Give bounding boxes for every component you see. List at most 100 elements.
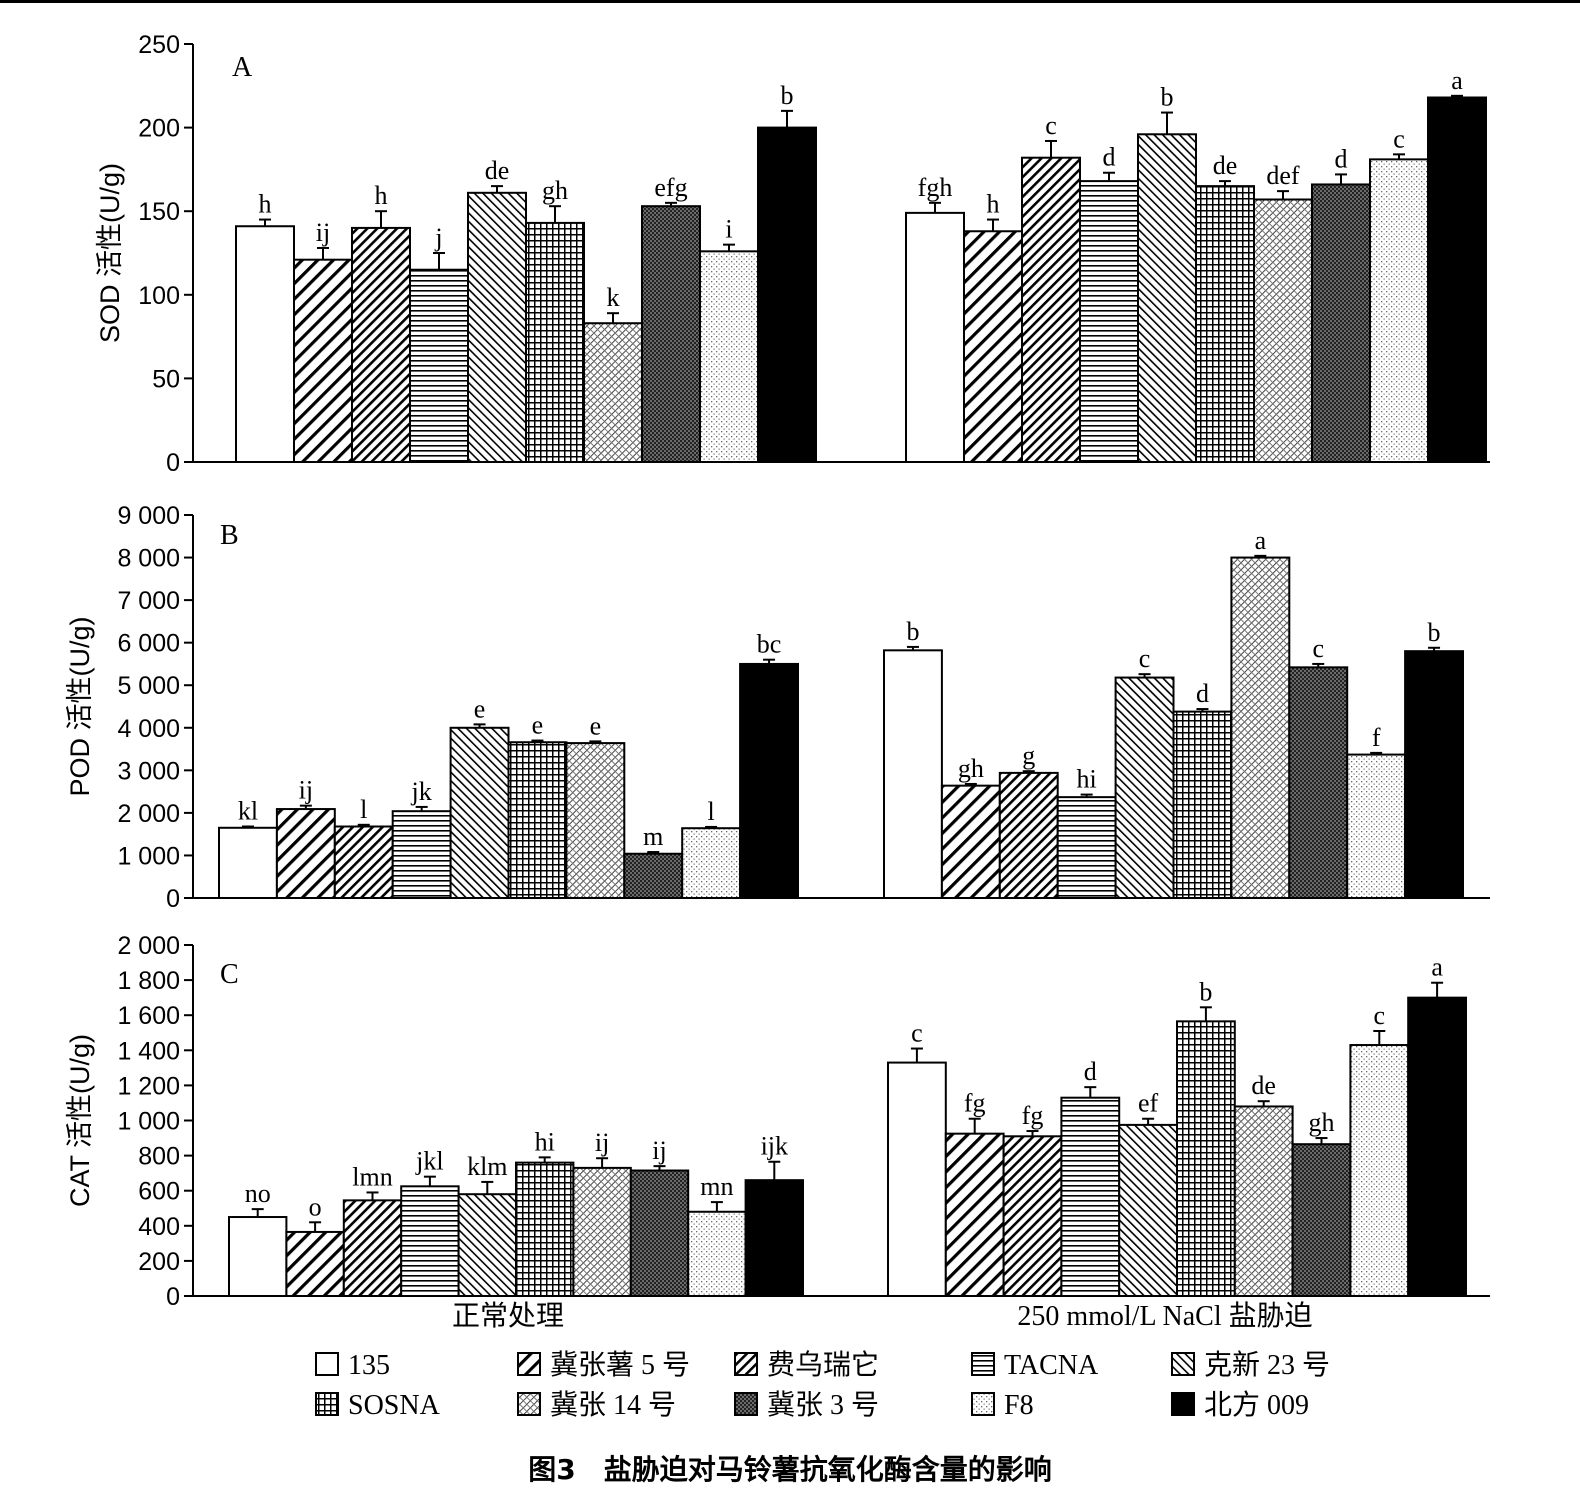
y-tick-label: 200 [138, 1248, 180, 1276]
legend-item: 克新 23 号 [1171, 1349, 1330, 1381]
legend-item: SOSNA [315, 1390, 441, 1421]
significance-letter: jk [411, 777, 432, 806]
significance-letter: de [1251, 1071, 1276, 1100]
y-tick-label: 250 [138, 31, 180, 59]
significance-letter: i [725, 215, 732, 244]
significance-letter: c [1139, 644, 1151, 673]
bar [905, 211, 965, 463]
y-axis-label: POD 活性(U/g) [65, 616, 95, 796]
significance-letter: c [1045, 111, 1057, 140]
significance-letter: j [434, 223, 442, 252]
bar [1427, 96, 1487, 463]
bar [228, 1216, 288, 1298]
y-tick-label: 800 [138, 1143, 180, 1171]
panel-C: 0 200 400 600 800 1 000 1 200 1 400 1 600 1 800 2 … [65, 932, 1490, 1311]
significance-letter: ij [316, 218, 330, 247]
panel-A: 0 50 100 150 200 250 SOD 活性(U/g) Ah ij h j de gh k efg… [95, 31, 1490, 477]
significance-letter: bc [757, 630, 782, 659]
legend-swatch [734, 1392, 758, 1416]
panel-B: 0 1 000 2 000 3 000 4 000 5 000 6 000 7 000 8 00… [65, 502, 1490, 913]
bar [963, 230, 1023, 463]
significance-letter: lmn [352, 1162, 392, 1191]
y-tick-label: 1 600 [117, 1002, 180, 1030]
bar [1002, 1135, 1063, 1298]
y-tick-label: 150 [138, 198, 180, 226]
significance-letter: hi [535, 1127, 555, 1156]
legend-label: 北方 009 [1204, 1389, 1309, 1421]
legend-item: 北方 009 [1171, 1389, 1309, 1421]
bar [1233, 1105, 1294, 1297]
y-tick-label: 0 [166, 885, 180, 913]
y-tick-label: 0 [166, 1283, 180, 1311]
significance-letter: l [360, 795, 367, 824]
significance-letter: jkl [415, 1147, 443, 1176]
significance-letter: fg [1022, 1101, 1044, 1130]
bar [1230, 556, 1291, 899]
legend-item: 135 [315, 1350, 390, 1381]
bar [1369, 158, 1429, 463]
legend-label: F8 [1004, 1390, 1034, 1421]
bar [507, 741, 568, 899]
significance-letter: c [1312, 634, 1324, 663]
significance-letter: h [375, 181, 388, 210]
significance-letter: fgh [918, 173, 953, 202]
figure-caption: 图3 盐胁迫对马铃薯抗氧化酶含量的影响 [528, 1453, 1052, 1486]
y-tick-label: 600 [138, 1178, 180, 1206]
y-tick-label: 3 000 [117, 757, 180, 785]
legend-label: 冀张 3 号 [767, 1389, 879, 1421]
legend-swatch [517, 1352, 541, 1376]
legend-label: 冀张薯 5 号 [550, 1349, 690, 1381]
legend-swatch [1171, 1352, 1195, 1376]
bar [572, 1166, 632, 1298]
bar [275, 808, 336, 900]
bar [883, 649, 943, 899]
bar [525, 221, 585, 463]
y-tick-label: 7 000 [117, 587, 180, 615]
legend-swatch [971, 1392, 995, 1416]
significance-letter: f [1372, 723, 1381, 752]
legend-swatch [315, 1392, 339, 1416]
significance-letter: gh [1309, 1108, 1335, 1137]
bar [565, 742, 626, 899]
legend-label: 冀张 14 号 [550, 1389, 676, 1421]
significance-letter: a [1255, 526, 1267, 555]
bar [1288, 666, 1349, 899]
group-label: 250 mmol/L NaCl 盐胁迫 [1017, 1300, 1312, 1332]
y-tick-label: 1 200 [117, 1072, 180, 1100]
significance-letter: b [1199, 977, 1212, 1006]
significance-letter: c [1393, 124, 1405, 153]
y-tick-label: 0 [166, 449, 180, 477]
legend-swatch [1171, 1392, 1195, 1416]
bar [699, 250, 759, 463]
significance-letter: m [643, 822, 663, 851]
bar [1195, 185, 1255, 463]
legend-item: 费乌瑞它 [734, 1349, 879, 1381]
bar [629, 1169, 690, 1297]
bar [887, 1061, 947, 1297]
y-axis-label: CAT 活性(U/g) [65, 1034, 95, 1207]
significance-letter: a [1431, 953, 1443, 982]
y-tick-label: 4 000 [117, 715, 180, 743]
legend-swatch [517, 1392, 541, 1416]
bar [1404, 650, 1464, 900]
y-tick-label: 1 000 [117, 842, 180, 870]
bar [293, 258, 353, 463]
significance-letter: gh [542, 176, 568, 205]
significance-letter: b [906, 617, 919, 646]
significance-letter: ijk [761, 1132, 788, 1161]
bar [1056, 796, 1117, 899]
bar [1407, 996, 1467, 1298]
bar [1291, 1143, 1352, 1297]
bar [1346, 753, 1407, 899]
bar [1137, 133, 1197, 463]
y-tick-label: 50 [152, 365, 180, 393]
significance-letter: d [1084, 1057, 1097, 1086]
bar [235, 225, 295, 463]
group-label: 正常处理 [452, 1300, 564, 1332]
bar [757, 126, 817, 463]
panel-letter: C [220, 959, 239, 990]
significance-letter: d [1335, 144, 1348, 173]
legend-swatch [734, 1352, 758, 1376]
y-tick-label: 1 800 [117, 967, 180, 995]
significance-letter: h [987, 190, 1000, 219]
